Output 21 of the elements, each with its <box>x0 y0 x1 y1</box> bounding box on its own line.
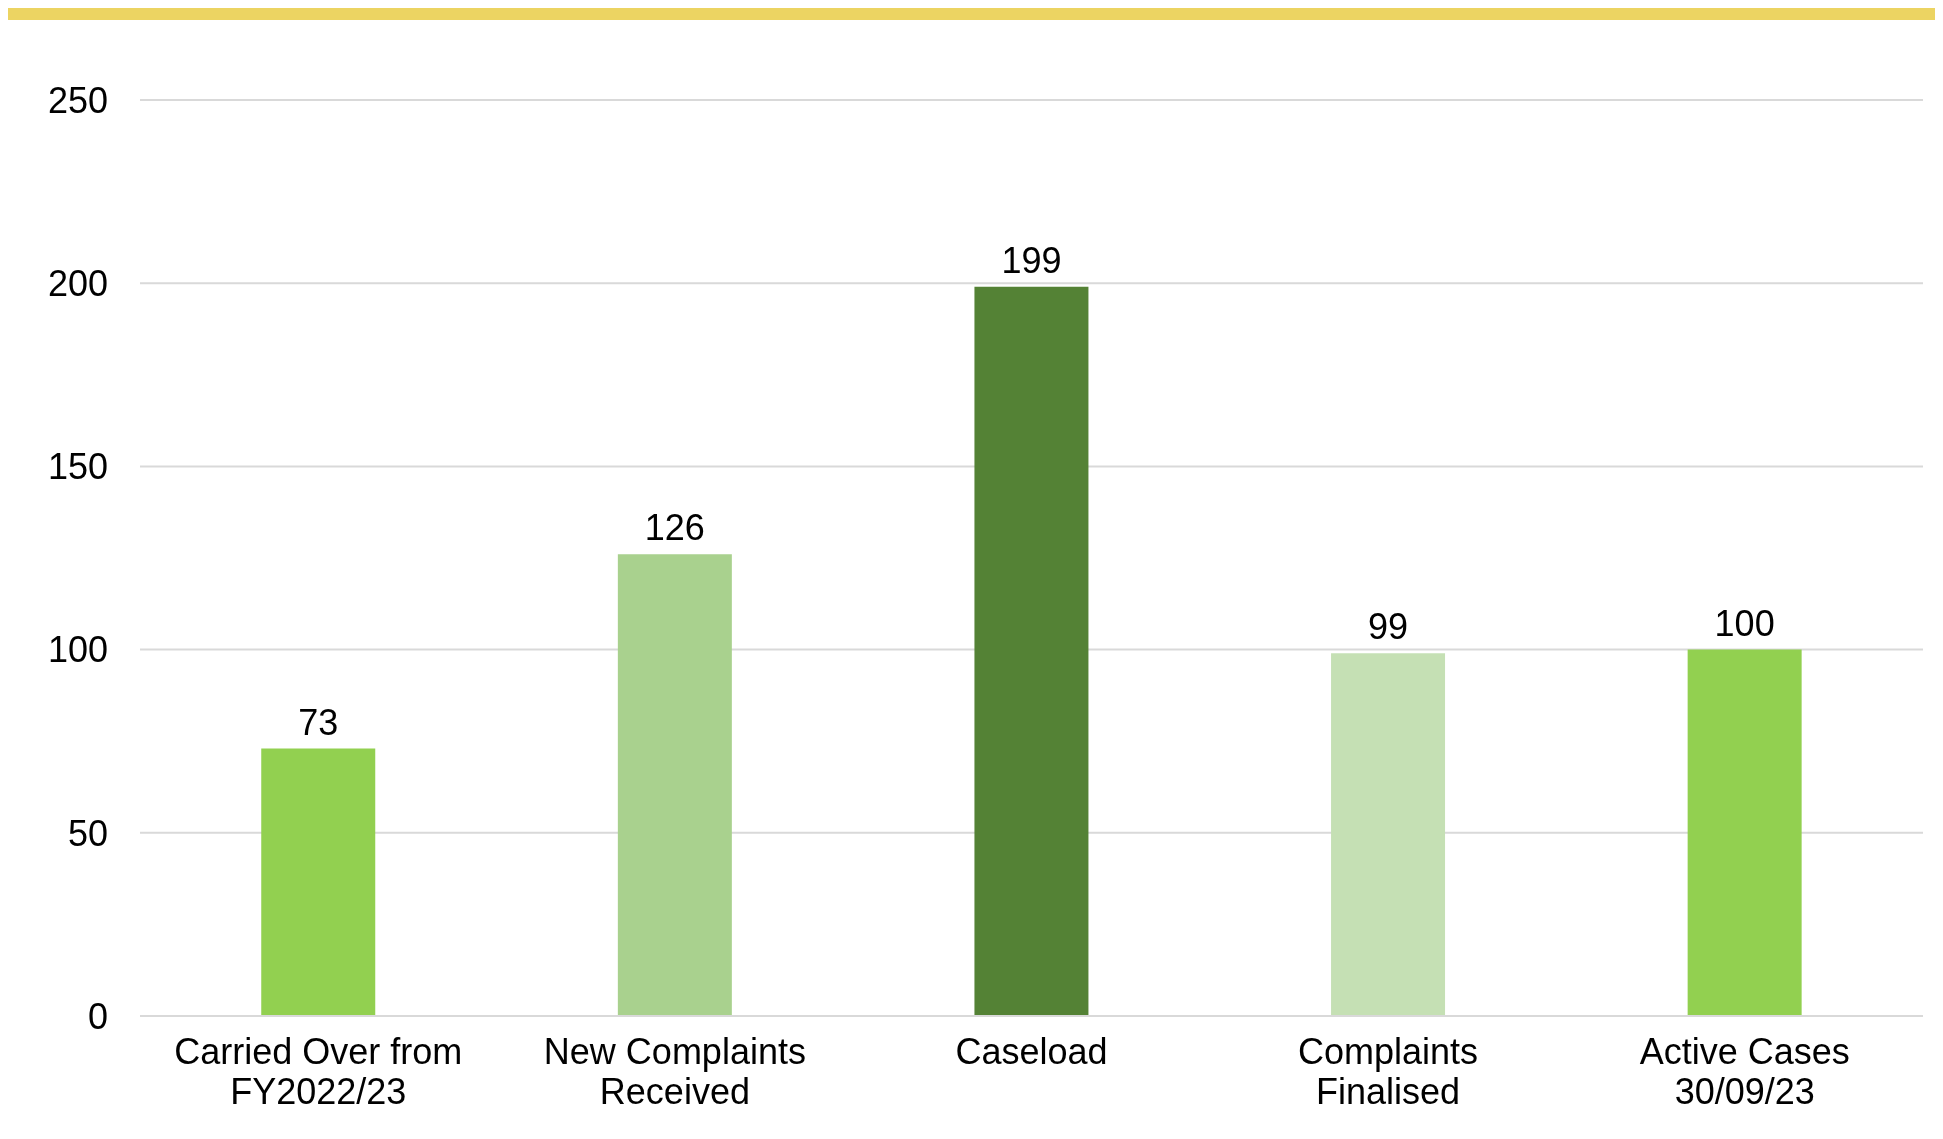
x-tick-label: Carried Over from FY2022/23 <box>174 1031 463 1112</box>
y-tick-label: 250 <box>47 79 108 121</box>
bar <box>1687 649 1802 1016</box>
y-tick-label: 50 <box>67 812 108 854</box>
y-tick-label: 0 <box>87 995 108 1037</box>
y-tick-label: 100 <box>47 629 108 671</box>
x-tick-label: Active Cases 30/09/23 <box>1639 1031 1850 1112</box>
data-label: 73 <box>298 701 339 743</box>
data-label: 199 <box>1001 239 1062 281</box>
x-tick-label: Caseload <box>955 1031 1108 1072</box>
data-label: 126 <box>644 507 705 549</box>
x-tick-label: Complaints Finalised <box>1298 1031 1479 1112</box>
data-label: 100 <box>1714 602 1775 644</box>
bar <box>261 748 376 1016</box>
bar <box>617 554 732 1016</box>
y-tick-label: 150 <box>47 446 108 488</box>
bar <box>974 286 1089 1016</box>
bar <box>1331 653 1446 1016</box>
data-label: 99 <box>1368 606 1409 648</box>
x-tick-label: New Complaints Received <box>543 1031 806 1112</box>
y-tick-label: 200 <box>47 262 108 304</box>
